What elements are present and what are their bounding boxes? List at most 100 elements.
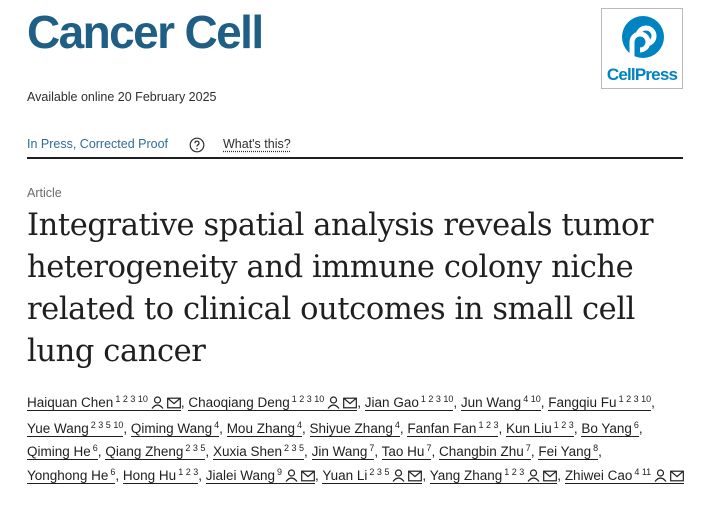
author-separator: , bbox=[205, 444, 210, 459]
author-link[interactable]: Fangqiu Fu 1 2 3 10 bbox=[548, 395, 652, 411]
author-link[interactable]: Fei Yang 8 bbox=[538, 444, 599, 460]
author-name: Qiang Zheng bbox=[105, 444, 184, 459]
affiliation-superscript: 4 10 bbox=[523, 394, 541, 404]
author-name: Yuan Li bbox=[322, 467, 368, 483]
author-link[interactable]: Qiming He 6 bbox=[27, 444, 98, 460]
affiliation-superscript: 1 2 3 10 bbox=[115, 394, 148, 404]
author-separator: , bbox=[180, 395, 185, 410]
affiliation-superscript: 4 bbox=[296, 419, 302, 430]
mail-icon bbox=[670, 466, 685, 490]
author-link[interactable]: Xuxia Shen 2 3 5 bbox=[212, 443, 305, 460]
author-separator: , bbox=[374, 444, 379, 459]
author-name: Qiming Wang bbox=[130, 420, 213, 436]
article-title-line: related to clinical outcomes in small ce… bbox=[27, 292, 636, 327]
author-list: Haiquan Chen 1 2 3 10, Chaoqiang Deng 1 2 … bbox=[27, 391, 687, 489]
author-name: Jin Wang bbox=[311, 444, 368, 459]
author-separator: , bbox=[302, 420, 306, 436]
person-icon bbox=[392, 466, 405, 490]
author-name: Bo Yang bbox=[581, 420, 632, 436]
author-name: Yang Zhang bbox=[429, 467, 503, 483]
person-icon bbox=[327, 393, 340, 417]
person-icon bbox=[151, 393, 164, 417]
author-link[interactable]: Qiming Wang 4 bbox=[130, 419, 220, 437]
journal-title[interactable]: Cancer Cell bbox=[27, 6, 264, 58]
author-name: Yue Wang bbox=[27, 420, 89, 436]
affiliation-superscript: 4 bbox=[214, 419, 220, 430]
affiliation-superscript: 1 2 3 10 bbox=[420, 394, 454, 404]
author-link[interactable]: Shiyue Zhang 4 bbox=[309, 419, 400, 437]
author-link[interactable]: Yuan Li 2 3 5 bbox=[322, 466, 423, 484]
author-name: Fei Yang bbox=[538, 444, 592, 459]
in-press-status-link[interactable]: In Press, Corrected Proof bbox=[27, 137, 169, 151]
mail-icon bbox=[408, 466, 423, 490]
author-link[interactable]: Jin Wang 7 bbox=[311, 444, 375, 460]
author-name: Fangqiu Fu bbox=[548, 395, 617, 410]
author-separator: , bbox=[115, 467, 120, 483]
author-link[interactable]: Kun Liu 1 2 3 bbox=[506, 419, 574, 437]
cellpress-logo[interactable]: CellPress bbox=[601, 8, 683, 89]
author-name: Kun Liu bbox=[506, 420, 552, 436]
affiliation-superscript: 1 2 3 bbox=[178, 466, 199, 477]
author-separator: , bbox=[530, 444, 535, 459]
author-name: Haiquan Chen bbox=[27, 395, 114, 410]
author-link[interactable]: Jialei Wang 9 bbox=[205, 467, 316, 484]
author-separator: , bbox=[357, 395, 362, 410]
author-name: Zhiwei Cao bbox=[564, 467, 633, 483]
author-link[interactable]: Fanfan Fan 1 2 3 bbox=[407, 419, 499, 437]
author-separator: , bbox=[399, 420, 404, 436]
author-link[interactable]: Haiquan Chen 1 2 3 10 bbox=[27, 395, 181, 411]
author-separator: , bbox=[453, 395, 458, 410]
person-icon bbox=[654, 466, 667, 490]
affiliation-superscript: 2 3 5 bbox=[369, 466, 390, 477]
cellpress-logo-text: CellPress bbox=[606, 65, 678, 84]
author-separator: , bbox=[498, 420, 503, 436]
author-name: Jun Wang bbox=[460, 395, 522, 410]
author-name: Jialei Wang bbox=[205, 467, 276, 483]
author-link[interactable]: Changbin Zhu 7 bbox=[438, 443, 531, 460]
author-name: Jian Gao bbox=[364, 395, 419, 410]
author-name: Chaoqiang Deng bbox=[188, 395, 290, 410]
mail-icon bbox=[543, 466, 558, 490]
author-name: Changbin Zhu bbox=[438, 444, 524, 459]
affiliation-superscript: 4 11 bbox=[634, 466, 652, 477]
affiliation-superscript: 4 bbox=[394, 419, 400, 430]
whats-this-link[interactable]: What's this? bbox=[223, 137, 291, 151]
author-link[interactable]: Yonghong He 6 bbox=[27, 467, 116, 484]
author-separator: , bbox=[651, 395, 655, 410]
affiliation-superscript: 1 2 3 bbox=[478, 419, 499, 430]
author-name: Xuxia Shen bbox=[212, 444, 283, 459]
author-separator: , bbox=[557, 467, 562, 483]
person-icon bbox=[527, 466, 540, 490]
question-circle-icon[interactable] bbox=[189, 137, 205, 153]
author-name: Yonghong He bbox=[27, 467, 109, 483]
author-separator: , bbox=[123, 420, 128, 436]
author-link[interactable]: Hong Hu 1 2 3 bbox=[122, 466, 199, 484]
author-link[interactable]: Chaoqiang Deng 1 2 3 10 bbox=[188, 394, 358, 411]
author-link[interactable]: Yue Wang 2 3 5 10 bbox=[27, 420, 124, 437]
affiliation-superscript: 2 3 5 bbox=[284, 443, 305, 453]
author-link[interactable]: Jun Wang 4 10 bbox=[460, 394, 541, 411]
affiliation-superscript: 7 bbox=[525, 443, 531, 453]
author-link[interactable]: Jian Gao 1 2 3 10 bbox=[364, 394, 454, 411]
author-name: Fanfan Fan bbox=[407, 420, 477, 436]
author-link[interactable]: Zhiwei Cao 4 11 bbox=[564, 466, 685, 484]
author-name: Qiming He bbox=[27, 444, 91, 459]
author-name: Shiyue Zhang bbox=[309, 420, 393, 436]
author-separator: , bbox=[97, 444, 102, 459]
author-separator: , bbox=[422, 467, 427, 483]
mail-icon bbox=[343, 393, 358, 417]
author-link[interactable]: Bo Yang 6 bbox=[581, 419, 639, 437]
author-separator: , bbox=[638, 420, 643, 436]
article-type-label: Article bbox=[27, 186, 62, 200]
affiliation-superscript: 6 bbox=[633, 419, 639, 430]
article-title-line: heterogeneity and immune colony niche bbox=[27, 250, 634, 285]
affiliation-superscript: 1 2 3 10 bbox=[291, 394, 325, 404]
author-link[interactable]: Mou Zhang 4 bbox=[226, 419, 302, 437]
affiliation-superscript: 1 2 3 bbox=[553, 419, 574, 430]
availability-date: Available online 20 February 2025 bbox=[27, 90, 217, 104]
mail-icon bbox=[301, 466, 315, 490]
author-link[interactable]: Yang Zhang 1 2 3 bbox=[429, 467, 558, 484]
author-link[interactable]: Qiang Zheng 2 3 5 bbox=[105, 444, 206, 460]
author-link[interactable]: Tao Hu 7 bbox=[381, 444, 432, 460]
affiliation-superscript: 6 bbox=[92, 443, 98, 453]
